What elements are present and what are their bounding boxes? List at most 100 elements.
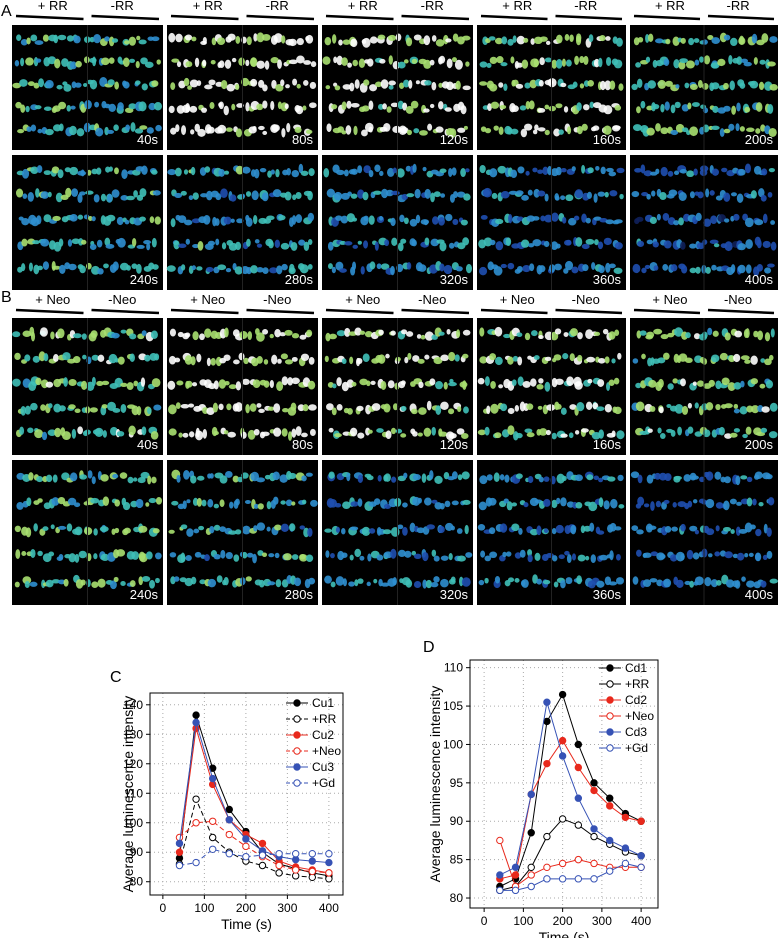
seedling	[388, 80, 396, 86]
seedling	[593, 193, 598, 203]
seedling	[391, 237, 398, 246]
seedling	[324, 575, 332, 584]
seedling	[537, 127, 546, 132]
seedling	[551, 212, 559, 222]
seedling	[223, 105, 229, 116]
seedling	[655, 38, 664, 44]
seedling	[370, 380, 376, 386]
time-label: 120s	[440, 132, 469, 147]
data-point	[192, 718, 200, 727]
seedling	[84, 99, 92, 110]
seedling	[374, 241, 379, 251]
seedling	[714, 471, 722, 480]
seedling	[653, 328, 663, 335]
seedling	[326, 188, 336, 198]
seedling	[499, 104, 507, 110]
seedling	[129, 58, 136, 63]
seedling	[146, 127, 154, 134]
seedling	[24, 354, 31, 362]
seedling	[237, 476, 244, 483]
seedling	[151, 476, 157, 484]
seedling	[651, 190, 656, 197]
seedling	[267, 170, 272, 178]
seedling	[634, 167, 642, 173]
seedling	[215, 238, 220, 246]
seedling	[235, 381, 242, 391]
seedling	[93, 528, 98, 536]
seedling	[462, 237, 470, 246]
seedling	[284, 359, 293, 365]
seedling	[196, 266, 203, 271]
legend-label: Cu3	[312, 760, 334, 774]
seedling	[767, 263, 775, 268]
seedling	[234, 266, 243, 275]
header-bar	[170, 308, 239, 315]
seedling	[174, 357, 181, 363]
seedling	[390, 102, 399, 108]
seedling	[432, 216, 439, 225]
seedling	[336, 330, 346, 337]
seedling	[635, 401, 645, 412]
seedling	[496, 56, 504, 64]
seedling	[563, 106, 569, 113]
seedling	[325, 550, 330, 558]
seedling	[185, 554, 192, 562]
seedling	[141, 575, 151, 582]
seedling	[326, 123, 332, 133]
seedling	[760, 124, 766, 132]
seedling	[391, 190, 400, 196]
seedling	[380, 380, 387, 391]
seedling	[271, 79, 277, 89]
seedling	[53, 403, 62, 413]
seedling	[380, 79, 389, 89]
seedling	[583, 55, 589, 65]
seedling	[739, 126, 745, 132]
seedling	[498, 82, 504, 88]
seedling	[586, 356, 596, 363]
data-point	[208, 817, 217, 825]
seedling	[423, 427, 432, 437]
seedling	[254, 239, 260, 244]
seedling	[695, 212, 702, 222]
seedling	[30, 34, 38, 42]
seedling	[443, 264, 453, 275]
seedling	[342, 39, 351, 45]
data-point	[558, 815, 567, 823]
seedling	[678, 192, 687, 201]
seedling	[718, 426, 725, 436]
seedling	[663, 58, 670, 67]
seedling	[342, 501, 351, 510]
seedling	[493, 266, 503, 276]
seedling	[177, 215, 187, 223]
seedling	[357, 578, 364, 584]
seedling	[346, 100, 352, 109]
seedling	[489, 83, 498, 92]
seedling	[583, 104, 590, 111]
seedling	[183, 169, 189, 175]
seedling	[416, 334, 422, 339]
seedling	[170, 218, 176, 228]
seedling	[504, 474, 510, 483]
seedling	[686, 170, 695, 178]
seedling	[643, 170, 653, 177]
seedling	[25, 57, 34, 66]
seedling	[464, 524, 469, 535]
seedling	[276, 381, 284, 392]
seedling	[175, 402, 181, 409]
seedling	[241, 77, 250, 87]
seedling	[216, 37, 226, 45]
seedling	[120, 382, 128, 387]
seedling	[366, 581, 371, 587]
seedling	[616, 167, 625, 174]
seedling	[147, 407, 152, 415]
seedling	[331, 407, 337, 416]
seedling	[530, 378, 537, 387]
seedling	[724, 241, 733, 252]
seedling	[213, 524, 221, 531]
seedling	[696, 380, 705, 387]
seedling	[477, 429, 486, 436]
seedling	[220, 550, 226, 559]
seedling	[613, 377, 620, 385]
seedling	[22, 330, 32, 337]
seedling	[273, 427, 282, 437]
